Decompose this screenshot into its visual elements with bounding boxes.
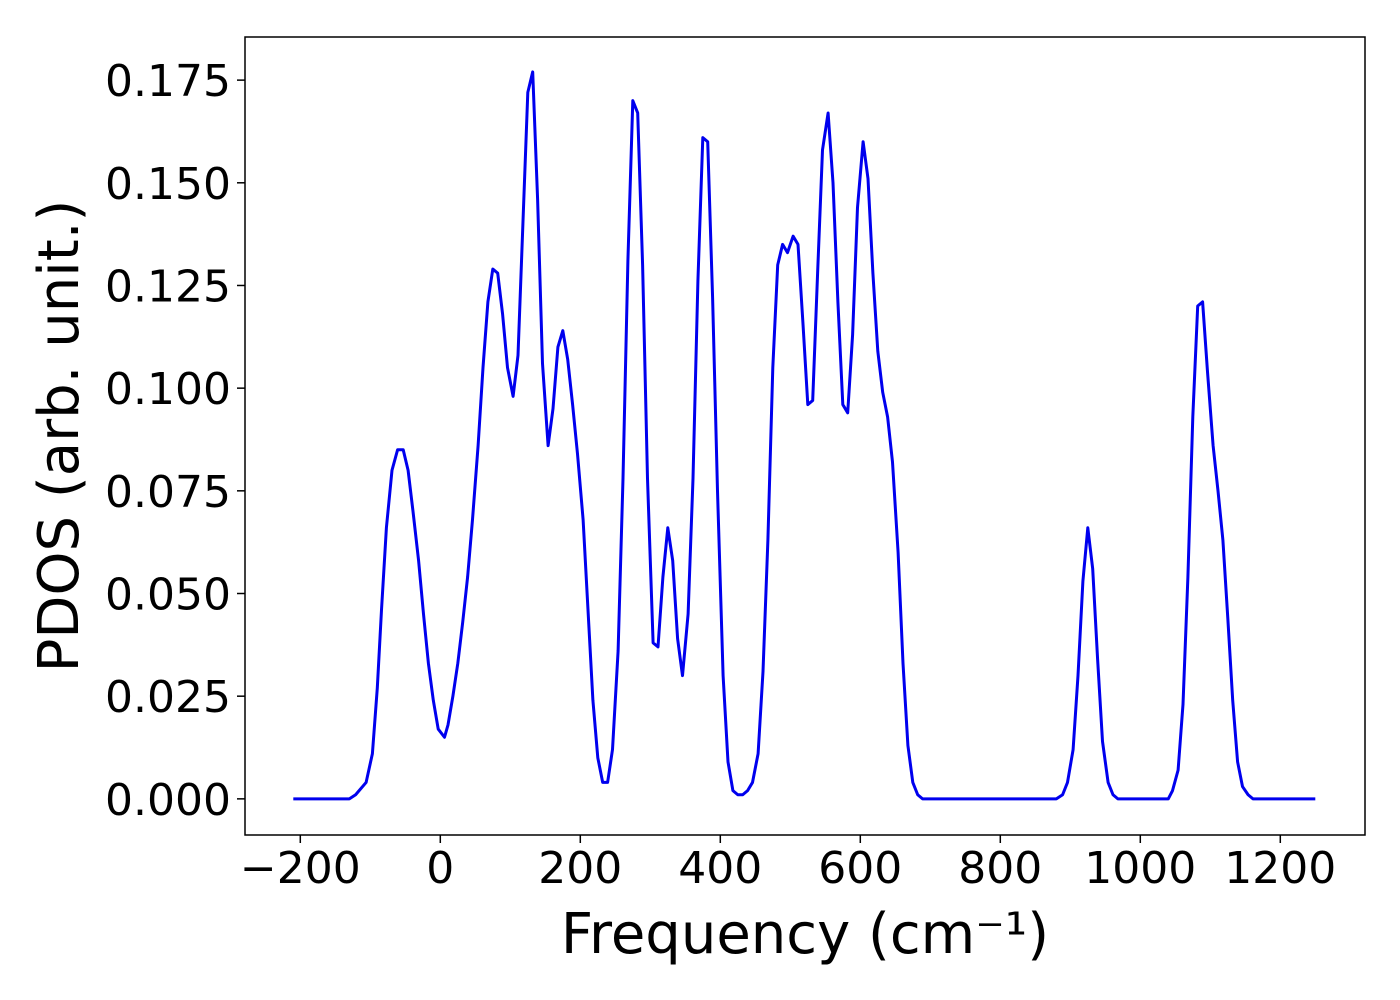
y-tick-label: 0.100 (105, 364, 231, 415)
x-tick-label: 600 (818, 843, 902, 894)
y-tick-label: 0.125 (105, 261, 231, 312)
x-tick-label: 1200 (1224, 843, 1336, 894)
y-tick-label: 0.075 (105, 467, 231, 518)
x-tick-label: 0 (426, 843, 454, 894)
y-tick-label: 0.175 (105, 56, 231, 107)
plot-frame (244, 36, 1366, 836)
y-axis-label: PDOS (arb. unit.) (27, 200, 92, 673)
y-tick-label: 0.000 (105, 775, 231, 826)
x-tick-label: 1000 (1084, 843, 1196, 894)
y-tick-label: 0.050 (105, 570, 231, 621)
data-line (293, 70, 1316, 801)
x-tick-label: −200 (240, 843, 361, 894)
y-tick-label: 0.150 (105, 159, 231, 210)
x-tick-label: 800 (958, 843, 1042, 894)
x-axis-label: Frequency (cm⁻¹) (561, 902, 1049, 967)
x-tick-label: 400 (678, 843, 762, 894)
x-tick-label: 200 (538, 843, 622, 894)
y-tick-label: 0.025 (105, 672, 231, 723)
